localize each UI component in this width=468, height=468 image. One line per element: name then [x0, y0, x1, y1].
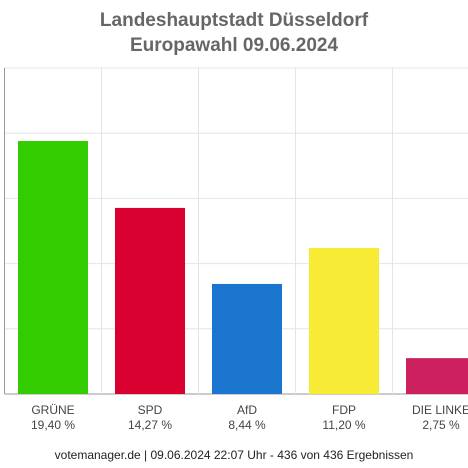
chart-subtitle: Europawahl 09.06.2024: [130, 35, 338, 56]
bar: [18, 141, 88, 394]
footer: votemanager.de | 09.06.2024 22:07 Uhr - …: [55, 448, 414, 462]
x-tick-label: DIE LINKE: [412, 403, 468, 417]
x-tick-label: AfD: [237, 403, 257, 417]
x-tick-label: GRÜNE: [31, 403, 74, 417]
value-label: 11,20 %: [322, 418, 365, 432]
value-label: 14,27 %: [128, 418, 172, 432]
value-label: 8,44 %: [228, 418, 266, 432]
bar: [406, 358, 468, 394]
chart-title: Landeshauptstadt Düsseldorf: [100, 10, 369, 31]
value-label: 19,40 %: [31, 418, 75, 432]
bar: [309, 247, 379, 394]
value-label: 2,75 %: [422, 418, 460, 432]
x-tick-label: FDP: [332, 403, 356, 417]
x-tick-label: SPD: [138, 403, 163, 417]
bar: [115, 207, 185, 394]
bar: [212, 283, 282, 394]
